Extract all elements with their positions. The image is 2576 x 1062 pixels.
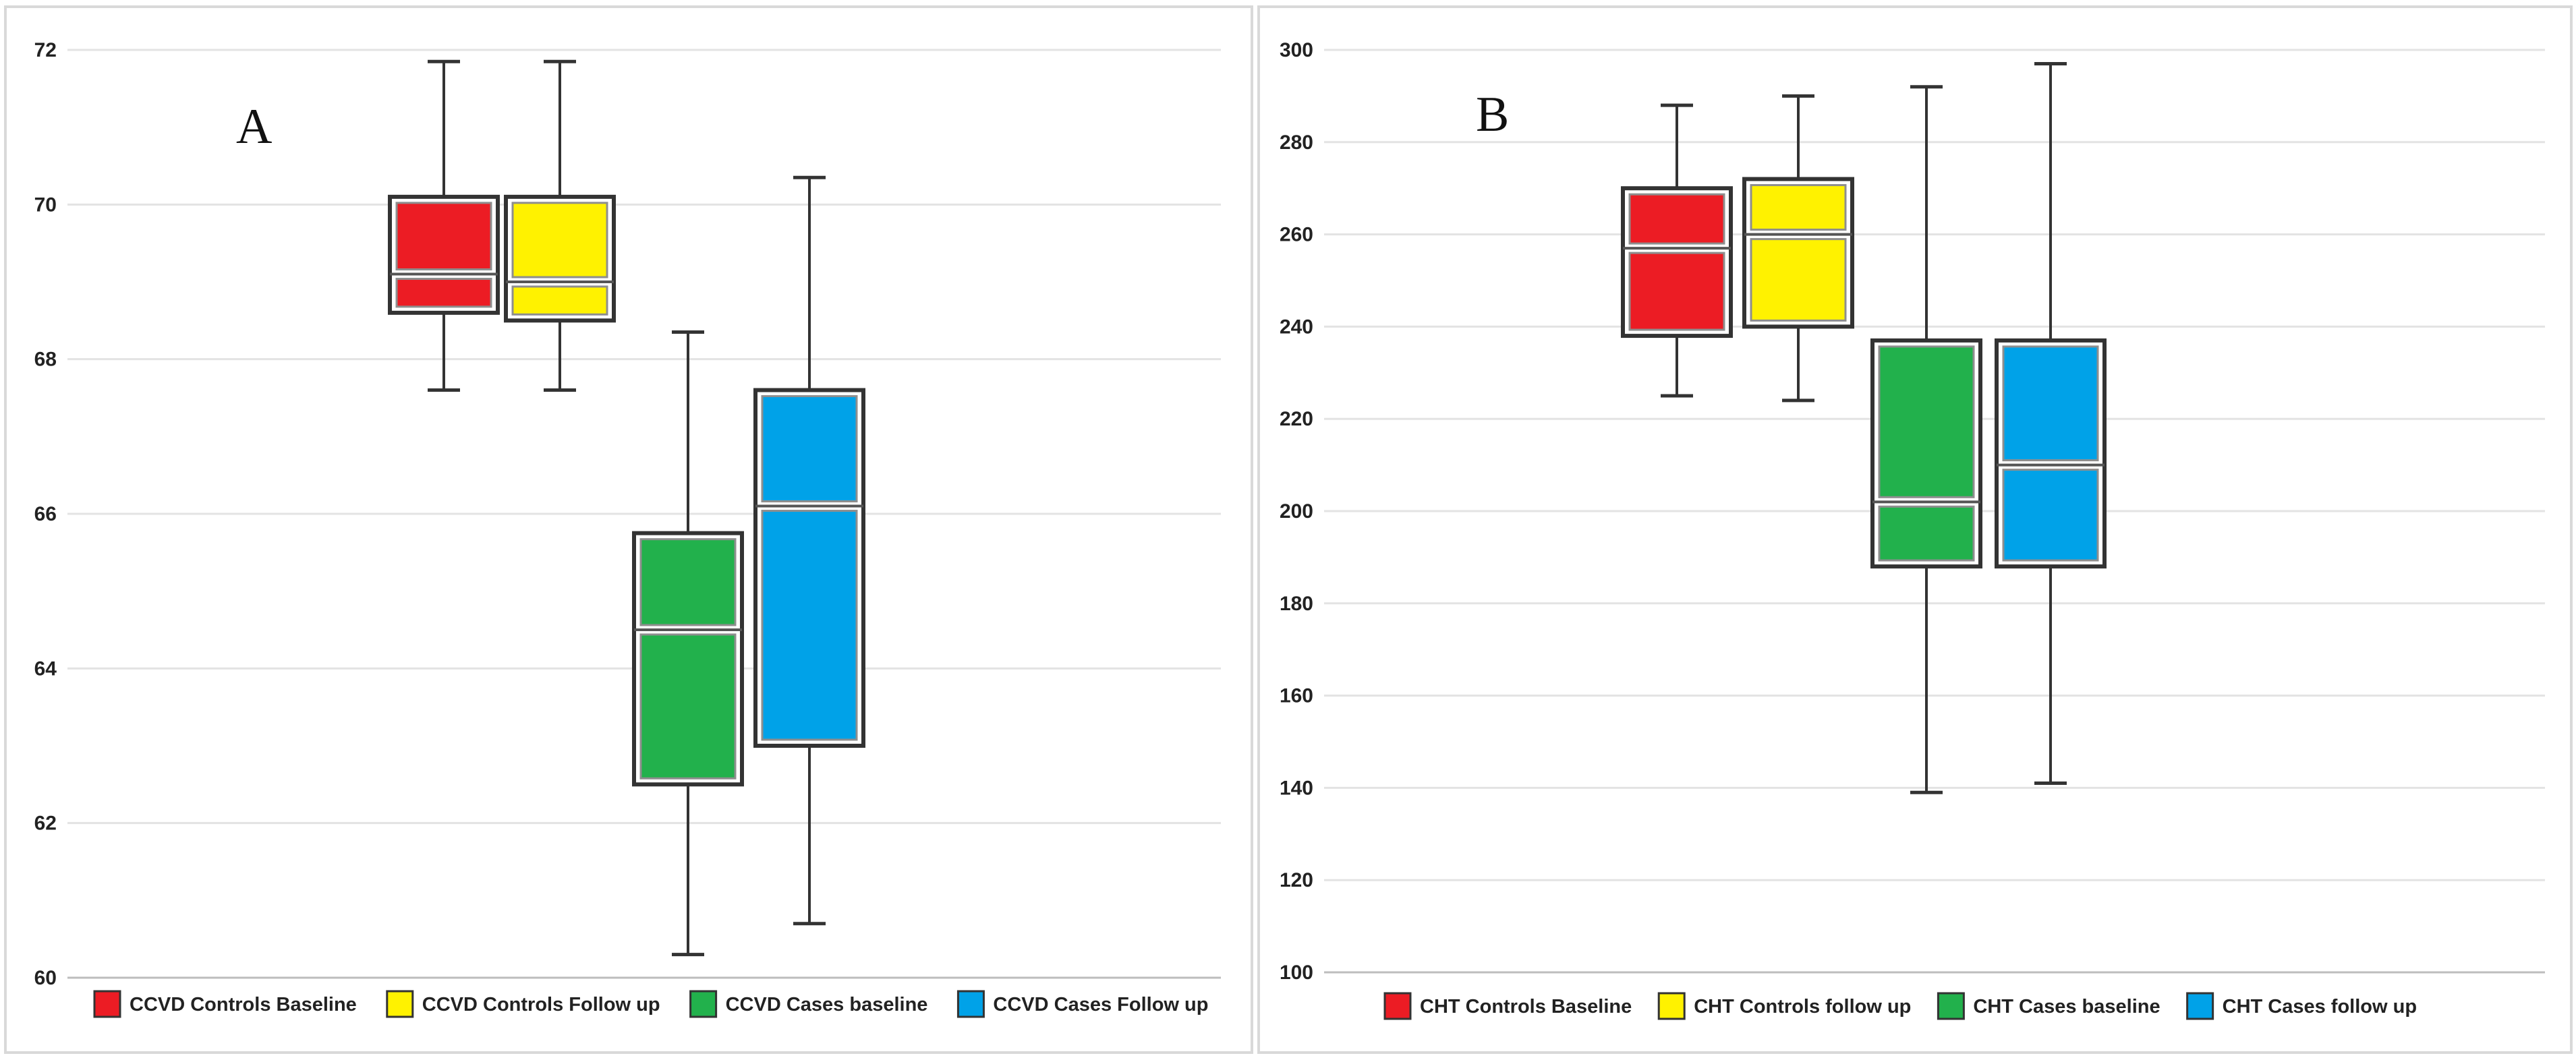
chart-a-legend-swatch (386, 990, 414, 1018)
chart-a-ytick-label: 64 (34, 657, 57, 680)
chart-a-ytick-label: 62 (34, 813, 57, 835)
chart-b-ytick-label: 240 (1280, 316, 1313, 338)
chart-a-legend-swatch (956, 990, 985, 1018)
chart-a-legend-label: CCVD Cases Follow up (993, 994, 1208, 1015)
chart-panel-b: 100 120 140 160 180 200 220 240 260 280 300 B CHT Co… (1257, 5, 2573, 1054)
chart-b-box-lower-fill (1628, 252, 1725, 331)
chart-a-panel-letter: A (236, 99, 272, 154)
chart-a-box-lower-fill (761, 510, 858, 741)
chart-b-legend-swatch (1657, 992, 1686, 1020)
chart-a-box-upper-fill (761, 395, 858, 503)
chart-b-legend-label: CHT Controls Baseline (1420, 996, 1632, 1017)
chart-b-svg: 100 120 140 160 180 200 220 240 260 280 300 B CHT Co… (1280, 39, 2545, 1020)
chart-a-box-lower-fill (395, 278, 492, 308)
chart-a-legend-label: CCVD Cases baseline (726, 994, 928, 1015)
chart-a-legend-label: CCVD Controls Follow up (422, 994, 660, 1015)
chart-b-ytick-label: 260 (1280, 224, 1313, 246)
chart-b-ytick-label: 140 (1280, 777, 1313, 799)
chart-a-box-lower-fill (511, 285, 608, 316)
chart-b-box-upper-fill (2002, 345, 2099, 462)
chart-b-box-lower-fill (2002, 469, 2099, 562)
chart-b-legend-swatch (2186, 992, 2214, 1020)
chart-b-ytick-label: 280 (1280, 131, 1313, 154)
chart-a-ytick-label: 68 (34, 349, 57, 371)
chart-b-box-upper-fill (1628, 193, 1725, 245)
chart-a-ytick-label: 60 (34, 967, 57, 989)
chart-a-legend-label: CCVD Controls Baseline (130, 994, 357, 1015)
chart-b-ytick-label: 120 (1280, 869, 1313, 891)
chart-a-legend-swatch (93, 990, 121, 1018)
chart-b-legend-swatch (1937, 992, 1965, 1020)
chart-a-box-upper-fill (639, 538, 737, 626)
chart-b-legend-label: CHT Cases follow up (2223, 996, 2417, 1017)
chart-b-legend-label: CHT Cases baseline (1973, 996, 2160, 1017)
chart-b-legend-swatch (1383, 992, 1412, 1020)
chart-a-legend-swatch (689, 990, 718, 1018)
chart-b-box-upper-fill (1878, 345, 1975, 498)
chart-a-box-upper-fill (511, 202, 608, 278)
chart-a-ytick-label: 66 (34, 503, 57, 525)
chart-b-box-lower-fill (1750, 238, 1847, 322)
chart-b-box-upper-fill (1750, 184, 1847, 231)
chart-a-svg: 60 62 64 66 68 70 72 A CCVD Controls Baseline CCV… (34, 39, 1221, 1018)
chart-b-ytick-label: 300 (1280, 39, 1313, 61)
chart-b-panel-letter: B (1476, 87, 1509, 142)
chart-b-ytick-label: 220 (1280, 408, 1313, 430)
chart-a-ytick-label: 72 (34, 39, 57, 61)
chart-a-box-upper-fill (395, 202, 492, 271)
chart-a-box-lower-fill (639, 633, 737, 779)
chart-b-ytick-label: 100 (1280, 962, 1313, 984)
chart-b-ytick-label: 160 (1280, 685, 1313, 707)
chart-b-ytick-label: 200 (1280, 500, 1313, 523)
chart-panel-a: 60 62 64 66 68 70 72 A CCVD Controls Baseline CCV… (4, 5, 1253, 1054)
chart-b-legend-label: CHT Controls follow up (1694, 996, 1911, 1017)
chart-a-ytick-label: 70 (34, 194, 57, 216)
chart-b-box-lower-fill (1878, 505, 1975, 562)
chart-b-ytick-label: 180 (1280, 593, 1313, 615)
